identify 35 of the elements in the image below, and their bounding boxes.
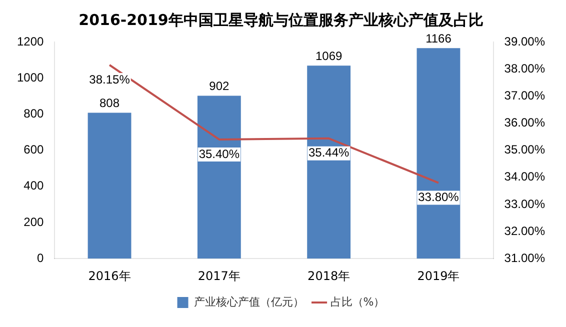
data-label: 808 [100, 96, 120, 110]
y-tick-label: 600 [24, 142, 44, 157]
y2-tick-label: 31.00% [504, 250, 546, 265]
data-label: 1069 [315, 48, 342, 63]
chart-title: 2016-2019年中国卫星导航与位置服务产业核心产值及占比 [78, 10, 484, 29]
data-label: 902 [209, 79, 230, 94]
x-tick-label: 2016年 [88, 268, 131, 283]
data-label: 35.40% [198, 146, 240, 161]
y-tick-label: 800 [24, 106, 44, 121]
y2-tick-label: 37.00% [504, 88, 546, 102]
data-label: 38.15% [89, 72, 130, 86]
y2-tick-label: 35.00% [504, 142, 546, 157]
y-tick-label: 200 [24, 214, 44, 229]
y2-tick-label: 38.00% [504, 61, 546, 76]
legend-label: 占比（%） [330, 295, 385, 308]
data-label: 1166 [426, 31, 452, 46]
data-label: 35.44% [308, 146, 350, 160]
bar [307, 66, 351, 259]
x-tick-label: 2019年 [417, 268, 460, 283]
bar [88, 112, 132, 259]
bar [416, 48, 460, 259]
y2-tick-label: 33.00% [504, 196, 546, 211]
legend-label: 产业核心产值（亿元） [194, 295, 304, 308]
y-tick-label: 1000 [16, 70, 44, 84]
bar [197, 96, 241, 259]
y-tick-label: 1200 [16, 34, 44, 48]
y-tick-label: 400 [24, 178, 44, 193]
y-tick-label: 0 [37, 250, 44, 265]
y2-tick-label: 39.00% [504, 34, 546, 48]
x-tick-label: 2017年 [198, 268, 240, 283]
x-tick-label: 2018年 [308, 268, 350, 283]
y2-tick-label: 36.00% [504, 116, 546, 130]
y2-tick-label: 32.00% [504, 224, 546, 238]
y2-tick-label: 34.00% [504, 170, 546, 184]
data-label: 33.80% [418, 190, 460, 204]
